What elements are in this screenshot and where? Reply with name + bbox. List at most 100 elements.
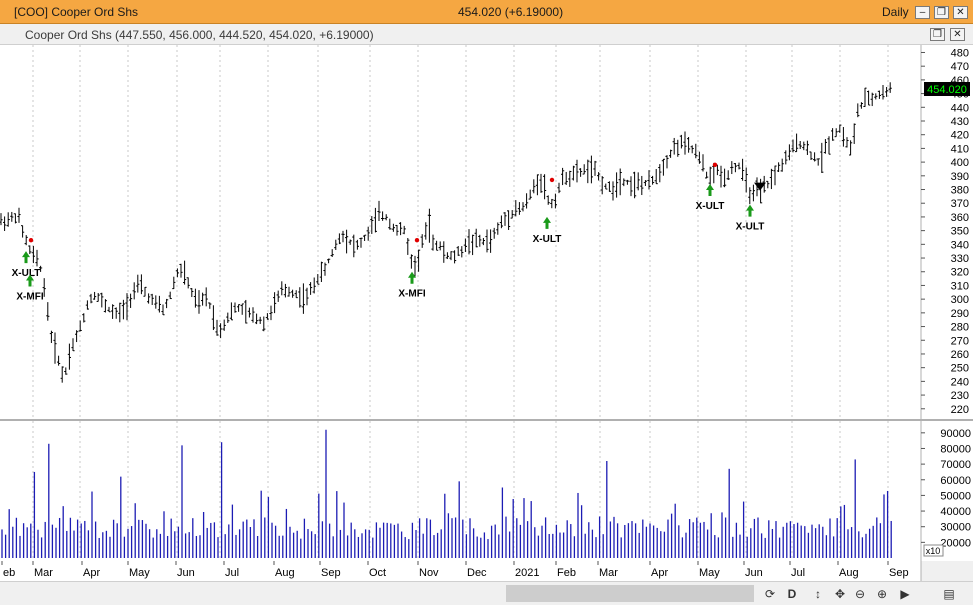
chart-settings-icon[interactable]: ▤ — [943, 587, 955, 601]
price-bar — [363, 234, 367, 241]
price-bar — [726, 170, 730, 180]
price-bar — [888, 82, 892, 93]
scrollbar-thumb[interactable] — [506, 585, 754, 602]
price-bar — [337, 233, 341, 245]
price-bar — [593, 160, 597, 176]
price-bar — [445, 252, 449, 260]
price-bar — [741, 158, 745, 181]
horizontal-scrollbar[interactable]: ⟳ D ↕ ✥ ⊖ ⊕ ▶ ▤ — [0, 581, 973, 605]
price-bar — [773, 165, 777, 186]
price-bar — [643, 180, 647, 187]
refresh-icon[interactable]: ⟳ — [764, 587, 776, 601]
price-bar — [647, 170, 651, 190]
price-bar — [118, 302, 122, 323]
signal-4: X-ULT — [696, 162, 724, 212]
price-bar — [737, 162, 741, 170]
price-bar — [687, 137, 691, 153]
price-bar — [255, 313, 259, 325]
period-d-button[interactable]: D — [787, 587, 797, 601]
volume-tick-80000: 80000 — [940, 443, 971, 455]
price-bar — [845, 137, 849, 148]
date-label-17: Jul — [791, 567, 805, 579]
price-bar — [694, 143, 698, 159]
date-label-9: Nov — [419, 567, 439, 579]
price-bar — [885, 86, 889, 97]
price-tick-310: 310 — [951, 280, 969, 292]
price-bar — [381, 211, 385, 221]
price-tick-390: 390 — [951, 171, 969, 183]
price-bar — [453, 250, 457, 264]
pan-icon[interactable]: ✥ — [834, 587, 846, 601]
price-bar — [604, 183, 608, 190]
close-icon[interactable]: ✕ — [953, 6, 968, 19]
price-bar — [355, 239, 359, 250]
price-bar — [168, 291, 172, 300]
price-bar — [179, 263, 183, 278]
price-bar — [856, 103, 860, 118]
price-bar — [384, 214, 388, 221]
price-tick-420: 420 — [951, 130, 969, 142]
price-bar — [219, 323, 223, 339]
zoom-out-icon[interactable]: ⊖ — [854, 587, 866, 601]
price-bar — [697, 151, 701, 164]
price-bar — [399, 222, 403, 236]
price-bar — [132, 282, 136, 300]
price-bar — [305, 287, 309, 306]
price-bar — [147, 293, 151, 304]
zoom-in-icon[interactable]: ⊕ — [876, 587, 888, 601]
chart-close-icon[interactable]: ✕ — [950, 28, 965, 41]
volume-tick-20000: 20000 — [940, 537, 971, 549]
up-arrow-icon — [408, 271, 416, 284]
price-tick-260: 260 — [951, 349, 969, 361]
price-bar — [287, 286, 291, 297]
price-bar — [438, 241, 442, 251]
price-tick-330: 330 — [951, 253, 969, 265]
price-bar — [575, 159, 579, 183]
date-label-2: Apr — [83, 567, 100, 579]
price-bar — [816, 158, 820, 166]
signal-5: X-ULT — [736, 204, 764, 233]
minimize-icon[interactable]: – — [915, 6, 930, 19]
date-label-13: Mar — [599, 567, 618, 579]
price-bar — [449, 251, 453, 261]
signal-0: X-ULT — [12, 238, 40, 279]
period-label[interactable]: Daily — [882, 5, 909, 19]
volume-tick-40000: 40000 — [940, 506, 971, 518]
price-bar — [503, 212, 507, 226]
price-bar — [413, 255, 417, 277]
price-bar — [193, 288, 197, 308]
price-bar — [57, 355, 61, 366]
price-bar — [222, 319, 226, 331]
title-bar: [COO] Cooper Ord Shs 454.020 (+6.19000) … — [0, 0, 973, 24]
price-bar — [316, 274, 320, 285]
signals: X-ULT X-MFI X-MFI X-ULT X-ULT X-ULT — [12, 162, 766, 302]
price-bar — [409, 254, 413, 269]
price-tick-480: 480 — [951, 47, 969, 59]
chart-restore-icon[interactable]: ❐ — [930, 28, 945, 41]
signal-dot — [712, 162, 718, 168]
price-bar — [345, 229, 349, 254]
price-bar — [226, 312, 230, 324]
scroll-right-icon[interactable]: ▶ — [900, 587, 910, 601]
last-price-label: 454.020 — [927, 84, 967, 96]
price-bar — [424, 222, 428, 240]
price-tick-300: 300 — [951, 294, 969, 306]
price-tick-240: 240 — [951, 376, 969, 388]
price-bar — [553, 193, 557, 209]
price-bar — [669, 149, 673, 158]
price-bar — [471, 234, 475, 256]
price-bar — [42, 278, 46, 297]
price-bar — [571, 165, 575, 181]
price-bar — [262, 316, 266, 332]
vertical-zoom-icon[interactable]: ↕ — [815, 587, 821, 601]
down-triangle-icon — [754, 182, 766, 191]
price-bar — [229, 302, 233, 321]
price-bar — [769, 168, 773, 190]
price-bar — [85, 300, 89, 310]
date-label-7: Sep — [321, 567, 341, 579]
date-label-6: Aug — [275, 567, 295, 579]
restore-icon[interactable]: ❐ — [934, 6, 949, 19]
price-bar — [597, 172, 601, 181]
price-bar — [607, 181, 611, 192]
